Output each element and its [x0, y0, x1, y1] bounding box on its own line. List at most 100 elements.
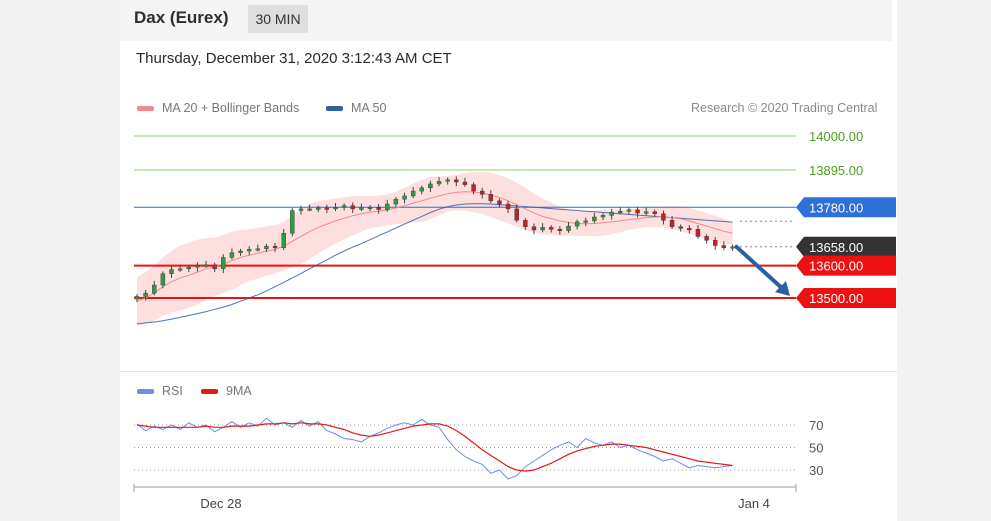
- candle-body: [272, 245, 278, 248]
- candle-body: [307, 208, 312, 211]
- candle-body: [264, 245, 269, 249]
- ma50-line: [136, 203, 733, 325]
- candle-body: [385, 203, 390, 210]
- candle-body: [255, 248, 261, 251]
- level-label-13658-00: 13658.00: [809, 240, 863, 255]
- candle-body: [350, 205, 355, 210]
- level-label-13500-00: 13500.00: [809, 291, 863, 306]
- candle-body: [333, 207, 338, 210]
- candle-body: [669, 220, 675, 227]
- candle-body: [436, 181, 442, 185]
- level-label-13600-00-tag: [796, 255, 896, 276]
- candle-body: [238, 250, 243, 253]
- candle-body: [643, 211, 649, 214]
- x-label-dec-28: Dec 28: [200, 496, 241, 511]
- candle-body: [618, 210, 623, 213]
- candle-body: [246, 249, 252, 252]
- candle-body: [281, 232, 286, 248]
- candle-body: [134, 296, 140, 300]
- candle-body: [290, 210, 295, 234]
- panel-divider: [120, 371, 897, 372]
- candle-body: [212, 264, 217, 270]
- candle-body: [730, 246, 735, 249]
- legend-ma50: MA 50: [326, 101, 386, 115]
- level-label-13780-00-tag: [796, 197, 896, 218]
- candle-body: [704, 236, 709, 241]
- forecast-arrow-head: [775, 281, 790, 296]
- level-label-13780-00: 13780.00: [809, 200, 863, 215]
- candle-body: [316, 207, 321, 210]
- candle-body: [480, 190, 485, 195]
- legend-ma50-label: MA 50: [351, 101, 387, 115]
- moving-averages: [136, 191, 733, 325]
- legend-ma20: MA 20 + Bollinger Bands: [137, 101, 299, 115]
- candle-body: [454, 179, 459, 183]
- candle-body: [505, 203, 511, 210]
- x-label-jan-4: Jan 4: [738, 496, 770, 511]
- candle-body: [298, 208, 304, 211]
- research-credit: Research © 2020 Trading Central: [691, 101, 878, 115]
- candle-body: [488, 194, 494, 202]
- candle-body: [367, 207, 373, 209]
- legend-rsi-label: RSI: [162, 384, 183, 398]
- level-labels: 14000.00 13895.00 13780.00 13658.00 13600.00…: [796, 129, 896, 308]
- rsi-tick-50: 50: [809, 441, 823, 456]
- candle-body: [169, 269, 174, 274]
- candle-body: [160, 273, 166, 286]
- candle-body: [221, 257, 226, 270]
- candle-body: [661, 213, 666, 221]
- candle-body: [445, 179, 450, 182]
- legend-9ma-label: 9MA: [226, 384, 252, 398]
- candle-body: [514, 208, 519, 221]
- ma50-swatch: [326, 105, 343, 111]
- level-label-13895-00: 13895.00: [809, 163, 863, 178]
- candle-body: [574, 221, 580, 227]
- candle-body: [652, 211, 657, 214]
- candle-body: [583, 220, 588, 223]
- forecast-arrow-shaft: [734, 244, 786, 292]
- time-axis: Dec 28 Jan 4: [133, 484, 797, 511]
- chart-datetime: Thursday, December 31, 2020 3:12:43 AM C…: [136, 50, 452, 67]
- instrument-title: Dax (Eurex): [134, 8, 229, 27]
- candle-body: [195, 265, 200, 268]
- bollinger-bands: [137, 172, 733, 326]
- candle-body: [359, 207, 364, 210]
- level-label-13658-00-tag: [796, 236, 896, 257]
- candle-body: [609, 211, 614, 216]
- candle-body: [462, 181, 468, 185]
- ma20-line: [136, 191, 733, 302]
- legend-rsi: RSI: [137, 384, 183, 398]
- candle-body: [635, 209, 640, 214]
- rsi-ma-swatch: [201, 388, 218, 394]
- candle-body: [626, 209, 632, 212]
- candle-body: [600, 215, 606, 218]
- interval-button[interactable]: 30 MIN: [248, 5, 308, 33]
- rsi-tick-70: 70: [809, 418, 823, 433]
- level-label-13600-00: 13600.00: [809, 259, 863, 274]
- candle-body: [186, 267, 191, 270]
- candles: [134, 176, 790, 303]
- candle-body: [687, 228, 692, 231]
- candle-body: [471, 184, 476, 192]
- candle-body: [203, 264, 209, 267]
- level-label-13500-00-tag: [796, 288, 896, 308]
- candle-body: [557, 229, 563, 232]
- rsi-ma-line: [136, 422, 733, 472]
- candle-body: [531, 226, 537, 231]
- candle-body: [721, 245, 727, 248]
- rsi-tick-30: 30: [809, 463, 823, 478]
- candle-body: [713, 240, 718, 246]
- candle-body: [152, 284, 157, 294]
- candle-body: [229, 252, 235, 258]
- ma20-swatch: [137, 105, 154, 111]
- candle-body: [592, 216, 597, 222]
- rsi-panel: 70 50 30: [134, 417, 823, 480]
- candle-body: [549, 227, 554, 230]
- legend-9ma: 9MA: [201, 384, 252, 398]
- candle-body: [341, 205, 347, 208]
- rsi-line: [136, 417, 733, 480]
- rsi-swatch: [137, 388, 154, 394]
- bollinger-band-area: [137, 172, 733, 326]
- candle-body: [497, 200, 502, 205]
